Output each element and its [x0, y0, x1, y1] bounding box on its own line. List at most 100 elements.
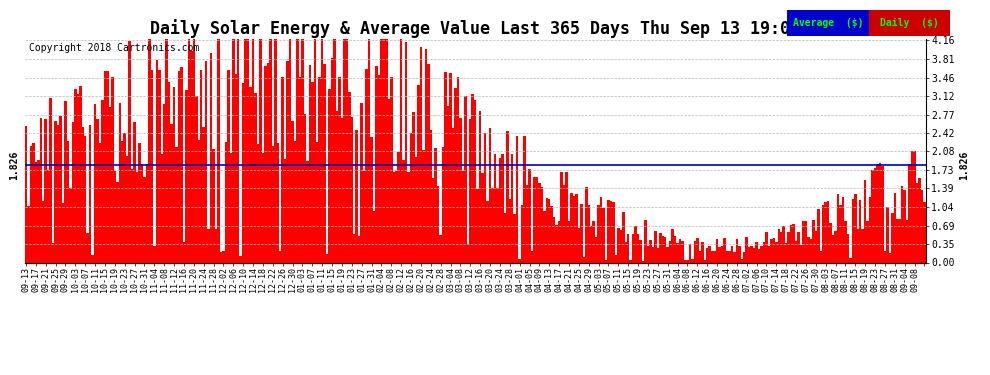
Bar	[506, 130, 509, 262]
Bar	[661, 237, 664, 262]
Bar	[545, 198, 548, 262]
Bar	[632, 234, 635, 262]
Bar	[782, 226, 785, 262]
Bar	[144, 177, 146, 262]
Bar	[370, 137, 373, 262]
Bar	[526, 185, 529, 262]
Bar	[89, 124, 91, 262]
Bar	[390, 77, 392, 262]
Bar	[363, 171, 365, 262]
Bar	[835, 231, 837, 262]
Bar	[536, 177, 539, 262]
Bar	[874, 168, 876, 262]
Bar	[301, 33, 304, 262]
Bar	[245, 33, 247, 262]
Bar	[210, 53, 212, 262]
Bar	[353, 234, 355, 262]
Bar	[350, 117, 353, 262]
Bar	[299, 77, 301, 262]
Bar	[646, 246, 649, 262]
Bar	[856, 229, 859, 262]
Bar	[289, 33, 291, 262]
Bar	[417, 85, 420, 262]
Bar	[876, 164, 879, 262]
Bar	[155, 60, 158, 262]
Bar	[168, 82, 170, 262]
Bar	[309, 65, 311, 262]
Bar	[747, 247, 750, 262]
Bar	[805, 221, 807, 262]
Bar	[859, 200, 861, 262]
Bar	[225, 142, 227, 262]
Bar	[909, 164, 911, 262]
Bar	[427, 64, 430, 262]
Bar	[158, 70, 160, 262]
Bar	[348, 92, 350, 262]
Bar	[42, 201, 45, 262]
Bar	[344, 33, 346, 262]
Bar	[91, 255, 94, 262]
Bar	[544, 211, 545, 262]
Bar	[921, 190, 924, 262]
Bar	[721, 246, 724, 262]
Bar	[587, 204, 590, 262]
Title: Daily Solar Energy & Average Value Last 365 Days Thu Sep 13 19:06: Daily Solar Energy & Average Value Last …	[150, 19, 800, 38]
Bar	[572, 196, 575, 262]
Bar	[116, 182, 119, 262]
Bar	[146, 164, 148, 262]
Bar	[74, 89, 76, 262]
Bar	[25, 126, 27, 262]
Bar	[474, 100, 476, 262]
Bar	[380, 33, 383, 262]
Bar	[86, 233, 89, 262]
Bar	[519, 259, 521, 262]
Bar	[499, 158, 501, 262]
Bar	[832, 236, 835, 262]
Bar	[651, 248, 654, 262]
Bar	[580, 204, 582, 262]
Bar	[180, 67, 183, 262]
Bar	[69, 188, 71, 262]
Bar	[686, 260, 689, 262]
Bar	[553, 217, 555, 262]
Bar	[899, 219, 901, 262]
Bar	[494, 154, 496, 262]
Bar	[752, 248, 755, 262]
Bar	[630, 260, 632, 262]
Bar	[861, 229, 864, 262]
Bar	[432, 178, 435, 262]
Text: Daily  ($): Daily ($)	[880, 18, 939, 28]
Bar	[437, 186, 440, 262]
Bar	[200, 70, 203, 262]
Bar	[291, 122, 294, 262]
Bar	[681, 241, 684, 262]
Bar	[94, 104, 96, 262]
Bar	[358, 236, 360, 262]
Bar	[635, 226, 637, 262]
Bar	[511, 154, 514, 262]
Bar	[741, 260, 743, 262]
Bar	[407, 172, 410, 262]
Bar	[919, 178, 921, 262]
Bar	[459, 118, 461, 262]
Bar	[329, 88, 331, 262]
Bar	[851, 199, 854, 262]
Bar	[696, 238, 699, 262]
Bar	[190, 51, 193, 262]
Bar	[719, 247, 721, 262]
Bar	[612, 202, 615, 262]
Bar	[435, 147, 437, 262]
Bar	[242, 82, 245, 262]
Bar	[595, 237, 597, 262]
Bar	[504, 213, 506, 262]
Bar	[563, 185, 565, 262]
Bar	[785, 243, 787, 262]
Bar	[901, 186, 904, 262]
Bar	[326, 254, 329, 262]
Bar	[792, 224, 795, 262]
Bar	[906, 220, 909, 262]
Text: Average  ($): Average ($)	[793, 18, 863, 28]
Bar	[198, 140, 200, 262]
Bar	[61, 203, 64, 262]
Bar	[644, 219, 646, 262]
